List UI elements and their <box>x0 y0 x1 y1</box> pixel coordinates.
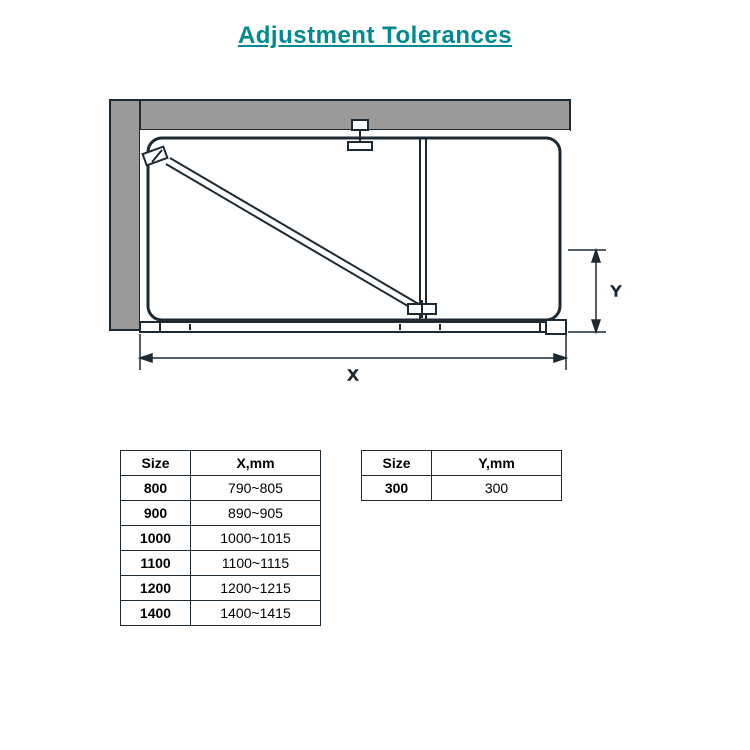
page-title: Adjustment Tolerances <box>0 0 750 50</box>
table-row: 14001400~1415 <box>121 601 321 626</box>
table-cell: 1000~1015 <box>191 526 321 551</box>
table-cell: 1100~1115 <box>191 551 321 576</box>
table-header: X,mm <box>191 451 321 476</box>
table-cell: 1400~1415 <box>191 601 321 626</box>
bottom-rail <box>140 320 566 334</box>
enclosure-outline <box>148 138 560 320</box>
table-x: SizeX,mm800790~805900890~90510001000~101… <box>120 450 321 626</box>
table-row: 300300 <box>362 476 562 501</box>
table-header: Size <box>362 451 432 476</box>
table-cell: 300 <box>432 476 562 501</box>
table-row: 12001200~1215 <box>121 576 321 601</box>
table-header: Size <box>121 451 191 476</box>
tolerance-tables: SizeX,mm800790~805900890~90510001000~101… <box>120 450 562 626</box>
table-cell: 900 <box>121 501 191 526</box>
dimension-y: Y <box>568 250 621 332</box>
table-cell: 1200 <box>121 576 191 601</box>
table-row: 10001000~1015 <box>121 526 321 551</box>
adjustment-diagram: X Y <box>100 90 640 400</box>
table-y: SizeY,mm300300 <box>361 450 562 501</box>
table-cell: 1000 <box>121 526 191 551</box>
table-row: 900890~905 <box>121 501 321 526</box>
table-cell: 300 <box>362 476 432 501</box>
table-cell: 1200~1215 <box>191 576 321 601</box>
table-row: 800790~805 <box>121 476 321 501</box>
table-cell: 890~905 <box>191 501 321 526</box>
table-cell: 800 <box>121 476 191 501</box>
table-header: Y,mm <box>432 451 562 476</box>
table-cell: 1100 <box>121 551 191 576</box>
table-cell: 790~805 <box>191 476 321 501</box>
table-row: 11001100~1115 <box>121 551 321 576</box>
dimension-x-label: X <box>348 367 358 384</box>
dimension-y-label: Y <box>611 283 621 300</box>
dimension-x: X <box>140 334 566 384</box>
table-cell: 1400 <box>121 601 191 626</box>
